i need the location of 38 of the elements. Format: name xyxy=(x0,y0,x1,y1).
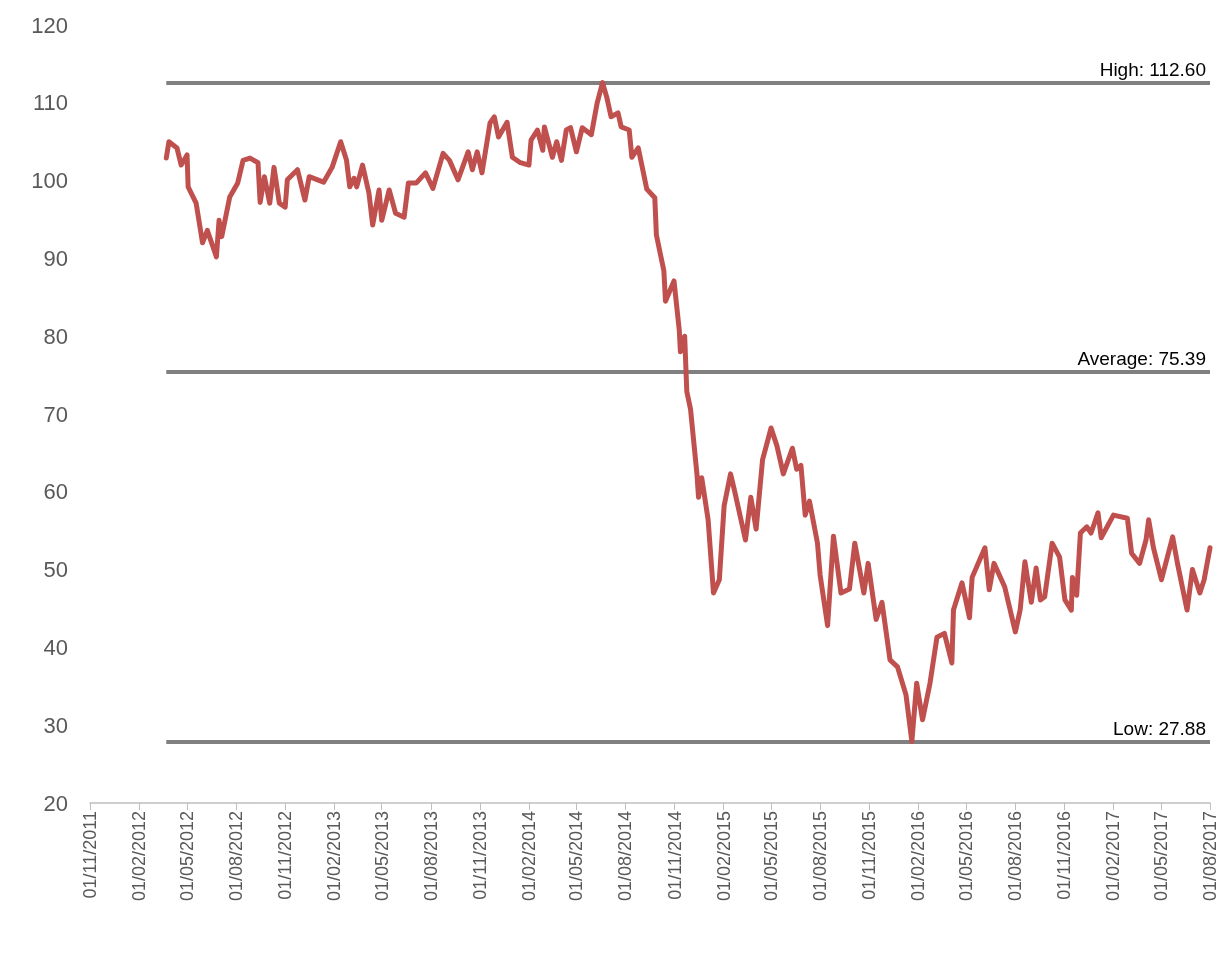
y-tick-label: 30 xyxy=(43,712,68,738)
x-tick-label: 01/05/2017 xyxy=(1150,811,1171,902)
x-tick-label: 01/08/2014 xyxy=(615,811,636,902)
y-tick-label: 70 xyxy=(43,401,68,427)
x-tick-label: 01/02/2016 xyxy=(908,811,929,902)
y-tick-label: 80 xyxy=(43,323,68,349)
ref-line-label: High: 112.60 xyxy=(1099,58,1206,80)
y-tick-label: 90 xyxy=(43,245,68,271)
x-tick-label: 01/11/2012 xyxy=(275,811,296,900)
x-tick-label: 01/05/2013 xyxy=(371,811,392,902)
y-tick-label: 110 xyxy=(32,90,68,116)
x-tick-label: 01/11/2015 xyxy=(859,811,880,900)
x-tick-label: 01/08/2017 xyxy=(1200,811,1220,902)
x-tick-label: 01/08/2013 xyxy=(420,811,441,902)
x-tick-label: 01/11/2011 xyxy=(80,811,100,899)
x-tick-label: 01/02/2013 xyxy=(324,811,345,902)
x-tick-label: 01/05/2016 xyxy=(956,811,977,902)
x-tick-label: 01/02/2017 xyxy=(1103,811,1124,902)
x-tick-label: 01/11/2014 xyxy=(664,811,685,900)
y-tick-label: 50 xyxy=(43,557,68,583)
y-tick-label: 120 xyxy=(31,12,68,38)
x-tick-label: 01/05/2015 xyxy=(761,811,782,902)
x-tick-label: 01/05/2014 xyxy=(566,811,587,902)
x-tick-label: 01/02/2015 xyxy=(713,811,734,902)
ref-line-label: Average: 75.39 xyxy=(1077,348,1206,370)
x-tick-label: 01/08/2016 xyxy=(1005,811,1026,902)
ref-line-label: Low: 27.88 xyxy=(1113,717,1206,739)
y-tick-label: 40 xyxy=(43,634,68,660)
y-tick-label: 100 xyxy=(31,168,68,194)
x-tick-label: 01/11/2013 xyxy=(469,811,490,900)
x-tick-label: 01/08/2012 xyxy=(226,811,247,902)
y-tick-label: 60 xyxy=(43,479,68,505)
x-tick-label: 01/08/2015 xyxy=(810,811,831,902)
x-tick-label: 01/02/2014 xyxy=(518,811,539,902)
y-tick-label: 20 xyxy=(43,790,68,816)
x-tick-label: 01/05/2012 xyxy=(177,811,198,902)
x-tick-label: 01/11/2016 xyxy=(1054,811,1075,900)
x-tick-label: 01/02/2012 xyxy=(129,811,150,902)
